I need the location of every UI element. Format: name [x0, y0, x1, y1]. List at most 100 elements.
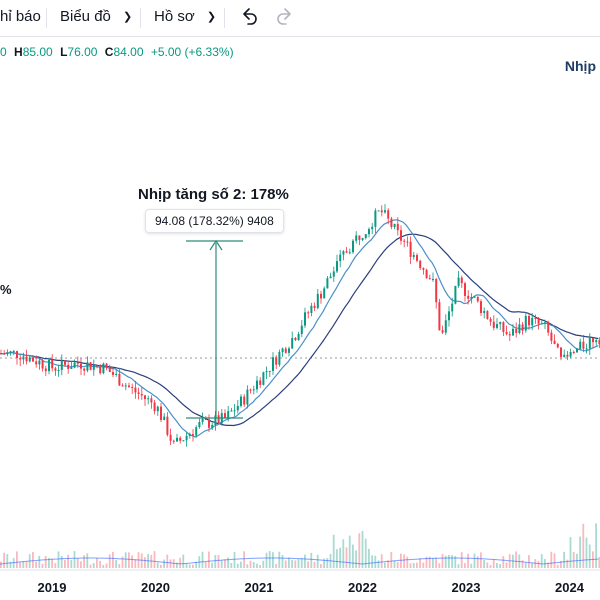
volume-bar [457, 564, 460, 568]
price-range-measure[interactable] [186, 239, 243, 419]
fast-moving-average-line [0, 219, 599, 438]
volume-bar [304, 554, 306, 568]
candle-body [73, 362, 76, 368]
candle-body [112, 372, 114, 375]
candle-body [332, 271, 335, 277]
candle-body [35, 361, 38, 365]
measure-readout: 94.08 (178.32%) 9408 [145, 209, 284, 233]
volume-bar [409, 563, 412, 568]
candle-body [192, 434, 194, 436]
candle-body [393, 223, 396, 228]
price-chart[interactable]: 2019 2020 2021 2022 2023 2024 [0, 36, 600, 600]
volume-bar [188, 564, 191, 568]
candle-body [448, 311, 450, 321]
candle-body [99, 366, 102, 374]
volume-bar [326, 558, 329, 568]
volume-bar [54, 563, 57, 568]
candle-body [268, 370, 271, 372]
candle-body [67, 364, 70, 369]
candle-body [457, 277, 460, 286]
candle-body [118, 373, 121, 386]
candle-body [560, 347, 562, 357]
volume-bar [166, 554, 169, 568]
volume-bar [256, 563, 258, 568]
volume-bar [243, 551, 245, 568]
volume-bar [307, 561, 309, 568]
candle-body [425, 269, 428, 279]
candle-body [201, 418, 204, 423]
volume-bar [240, 561, 242, 568]
x-tick-label: 2020 [141, 580, 170, 595]
candle-body [502, 322, 505, 332]
volume-bar [473, 553, 476, 568]
volume-bar [412, 562, 415, 568]
volume-bar [502, 556, 505, 568]
volume-bar [387, 560, 389, 568]
candle-body [515, 328, 518, 334]
volume-bar [486, 562, 489, 568]
candle-body [12, 351, 15, 353]
volume-bar [51, 558, 53, 568]
volume-bar [560, 560, 562, 568]
candle-body [432, 278, 434, 280]
candle-body [64, 360, 66, 365]
undo-button[interactable] [240, 0, 258, 36]
candle-body [230, 410, 233, 412]
volume-bar [374, 555, 377, 568]
candle-body [217, 415, 220, 424]
volume-bar [233, 552, 236, 568]
candle-body [172, 440, 175, 442]
volume-bar [153, 551, 156, 568]
volume-bar [291, 560, 293, 568]
candle-body [278, 352, 281, 365]
volume-ma-line [0, 557, 599, 565]
volume-bar [419, 558, 421, 568]
candle-body [128, 385, 130, 388]
candle-body [339, 254, 342, 262]
candle-body [569, 352, 572, 357]
candle-body [259, 380, 262, 385]
candle-body [428, 278, 431, 280]
candle-body [272, 357, 274, 371]
profile-menu[interactable]: Hồ sơ ❯ [154, 0, 216, 36]
change-value: +5.00 (+6.33%) [150, 45, 234, 59]
volume-bar [470, 563, 473, 568]
volume-bar [201, 551, 204, 568]
volume-bar [262, 560, 265, 568]
candle-body [544, 322, 546, 324]
volume-bar [144, 557, 146, 568]
volume-bar [25, 561, 28, 568]
volume-bar [297, 559, 300, 568]
candle-body [153, 402, 156, 412]
volume-bar [316, 554, 319, 568]
candle-body [396, 223, 399, 231]
candle-body [249, 389, 252, 391]
candle-body [390, 218, 393, 228]
candle-body [211, 424, 214, 428]
candle-body [505, 331, 508, 335]
candle-body [121, 385, 124, 387]
candle-body [358, 235, 361, 240]
candle-body [297, 333, 300, 341]
candle-body [310, 305, 313, 314]
candle-body [451, 303, 454, 312]
candle-body [329, 276, 332, 279]
volume-bar [38, 555, 41, 568]
volume-bar [441, 553, 444, 568]
candle-body [380, 210, 383, 213]
candle-body [115, 373, 118, 375]
candle-body [595, 340, 598, 343]
candle-body [492, 321, 495, 328]
volume-bar [300, 557, 303, 568]
volume-bar [377, 560, 380, 568]
volume-bar [428, 556, 431, 568]
candlesticks [0, 204, 600, 447]
volume-bar [384, 562, 386, 568]
chart-menu[interactable]: Biểu đồ ❯ [60, 0, 132, 36]
redo-button[interactable] [276, 0, 294, 36]
indicators-menu[interactable]: hỉ báo [0, 0, 41, 36]
volume-bar [499, 564, 501, 568]
candle-body [160, 406, 162, 420]
volume-bar [339, 547, 341, 568]
candle-body [547, 322, 550, 333]
